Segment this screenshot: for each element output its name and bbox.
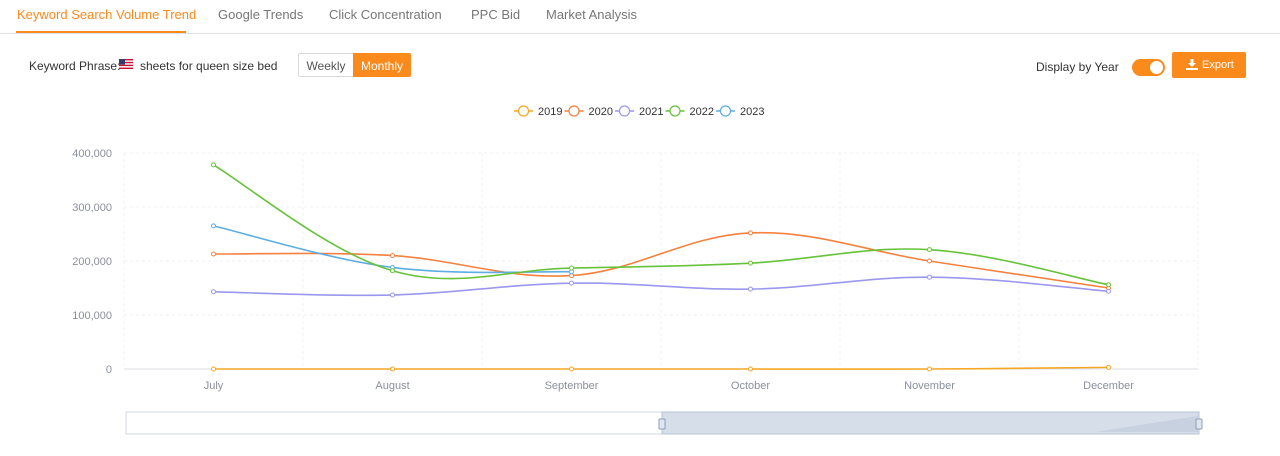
series-2021-point [748,286,753,292]
series-2020-point [390,253,395,259]
series-2020-point [748,230,753,236]
series-2022-point [211,162,216,168]
legend-item-2020: 2020 [564,105,613,118]
legend-marker [517,105,530,117]
series-2022-point [927,247,932,253]
y-tick-label: 400,000 [72,148,112,160]
legend-label: 2019 [538,106,562,118]
legend-label: 2021 [639,106,663,118]
series-2022-point [748,260,753,266]
download-icon [1186,59,1198,70]
keyword-phrase-label: Keyword Phrase: [29,59,121,73]
x-tick-label: August [375,380,409,392]
series-2019-point [211,366,216,372]
legend-marker [568,105,580,117]
x-tick-label: November [904,380,955,392]
legend-label: 2022 [690,106,714,118]
active-tab-indicator [16,31,186,33]
legend-label: 2020 [589,106,613,118]
legend-item-2022: 2022 [665,105,714,118]
data-zoom-right-handle[interactable] [1195,418,1203,430]
us-flag-icon [119,59,133,69]
series-2021-point [211,289,216,295]
series-2021-point [1106,288,1111,294]
tab-ppc-bid[interactable]: PPC Bid [471,7,521,22]
series-2022-point [390,268,395,274]
y-tick-label: 100,000 [72,310,112,322]
legend-marker [719,105,732,117]
series-2021-point [927,274,932,280]
switch-knob [1150,61,1163,74]
series-2019-point [390,366,395,372]
data-zoom-preview [1095,416,1198,432]
series-2020-point [927,258,932,264]
legend-item-2023: 2023 [716,105,764,118]
series-2019-point [748,366,753,372]
series-2019-line [213,366,1109,370]
series-2022-group [211,162,1111,288]
series-2020-line [213,231,1109,289]
tab-click-concentration[interactable]: Click Concentration [329,7,442,22]
legend-label: 2023 [740,106,764,118]
series-2019-point [1106,364,1111,370]
export-button[interactable]: Export [1172,52,1246,78]
tab-google-trends[interactable]: Google Trends [218,7,304,22]
display-by-year-label: Display by Year [1036,60,1119,74]
legend-item-2021: 2021 [615,105,663,118]
tab-market-analysis[interactable]: Market Analysis [546,7,638,22]
series-2019-group [211,364,1111,372]
y-tick-label: 200,000 [72,256,112,268]
tab-keyword-search-volume-trend[interactable]: Keyword Search Volume Trend [17,7,197,22]
x-tick-label: December [1083,380,1134,392]
series-2021-group [211,274,1111,298]
series-2021-point [569,280,574,286]
series-2022-point [1106,282,1111,288]
series-2020-point [211,251,216,257]
series-2023-point [211,223,216,229]
weekly-toggle-button[interactable]: Weekly [298,53,353,77]
export-label: Export [1202,59,1234,71]
x-tick-label: July [204,380,224,392]
series-2019-point [569,366,574,372]
series-2021-line [213,276,1109,297]
search-volume-chart: 0 100,000 200,000 300,000 400,000 July August S… [72,105,1203,435]
x-tick-label: October [731,380,770,392]
legend-marker [669,105,681,117]
display-by-year-switch[interactable] [1132,59,1165,76]
x-tick-label: September [545,380,599,392]
y-tick-label: 0 [106,364,112,376]
data-zoom-left-handle[interactable] [658,418,666,430]
series-2019-point [927,366,932,372]
series-2021-point [390,292,395,298]
series-2023-group [211,223,574,275]
y-tick-label: 300,000 [72,202,112,214]
tab-bar: Keyword Search Volume Trend Google Trend… [0,0,1280,34]
monthly-toggle-button[interactable]: Monthly [353,53,411,77]
series-2022-point [569,265,574,271]
data-zoom-slider[interactable] [125,411,1203,435]
keyword-phrase-value: sheets for queen size bed [140,59,278,73]
legend-item-2019: 2019 [514,105,562,118]
legend-marker [618,105,631,117]
series-2022-line [213,164,1109,286]
